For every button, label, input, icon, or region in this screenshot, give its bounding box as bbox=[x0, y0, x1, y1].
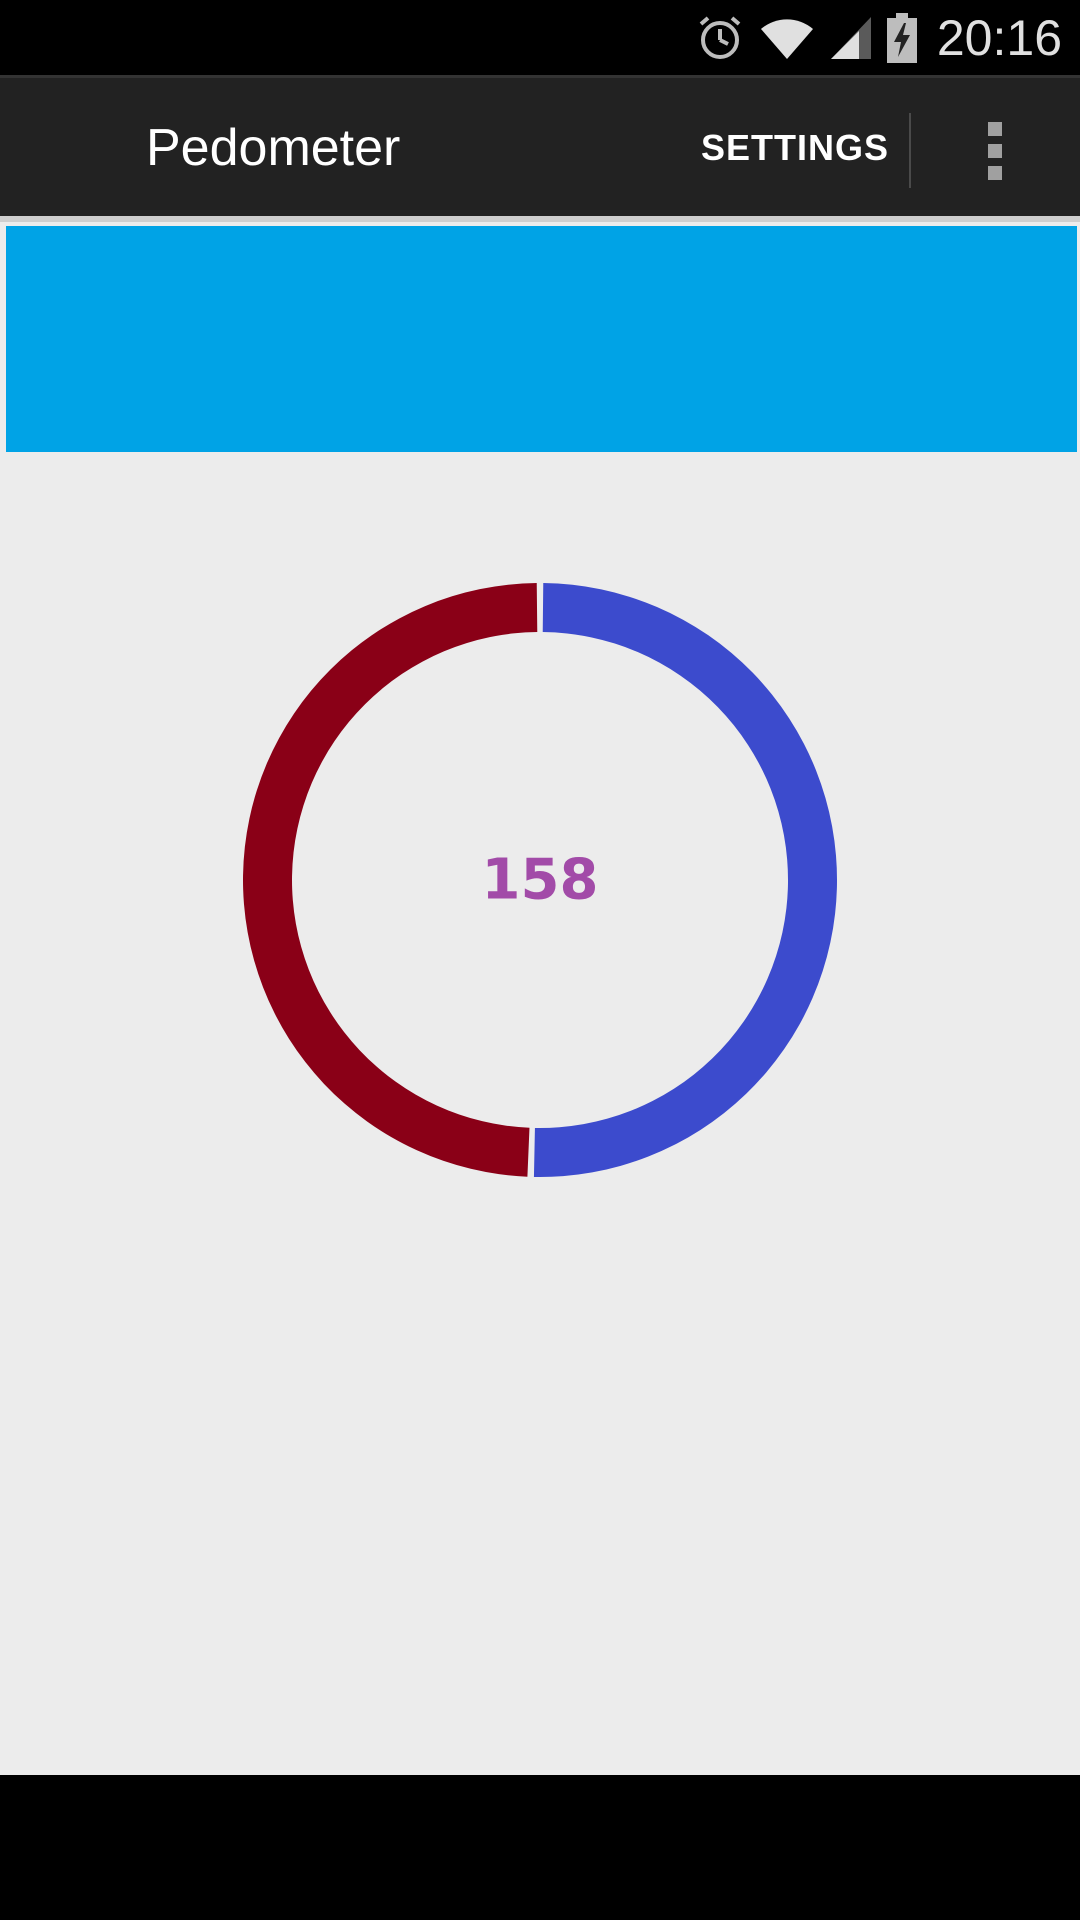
donut-slice-2 bbox=[243, 583, 538, 1177]
battery-charging-icon bbox=[886, 12, 917, 63]
signal-icon bbox=[829, 15, 873, 61]
overflow-menu-icon[interactable] bbox=[960, 113, 1030, 188]
navigation-bar bbox=[0, 1775, 1080, 1920]
status-icons: 20:16 bbox=[695, 0, 1062, 75]
blue-banner bbox=[6, 226, 1077, 452]
overflow-dot bbox=[988, 165, 1002, 180]
alarm-icon bbox=[695, 13, 745, 63]
overflow-dot bbox=[988, 121, 1002, 136]
wifi-icon bbox=[759, 15, 815, 61]
action-bar-shadow bbox=[0, 216, 1080, 222]
status-time: 20:16 bbox=[936, 9, 1062, 66]
main-content bbox=[0, 222, 1080, 1775]
step-count: 158 bbox=[482, 848, 599, 913]
step-donut-chart: 158 bbox=[243, 583, 838, 1177]
settings-button[interactable]: SETTINGS bbox=[700, 127, 890, 168]
action-bar-divider bbox=[909, 113, 911, 188]
donut-slice-1 bbox=[533, 583, 838, 1177]
app-title: Pedometer bbox=[146, 119, 401, 177]
overflow-dot bbox=[988, 143, 1002, 158]
action-bar: Pedometer SETTINGS bbox=[0, 75, 1080, 220]
status-bar: 20:16 bbox=[0, 0, 1080, 75]
